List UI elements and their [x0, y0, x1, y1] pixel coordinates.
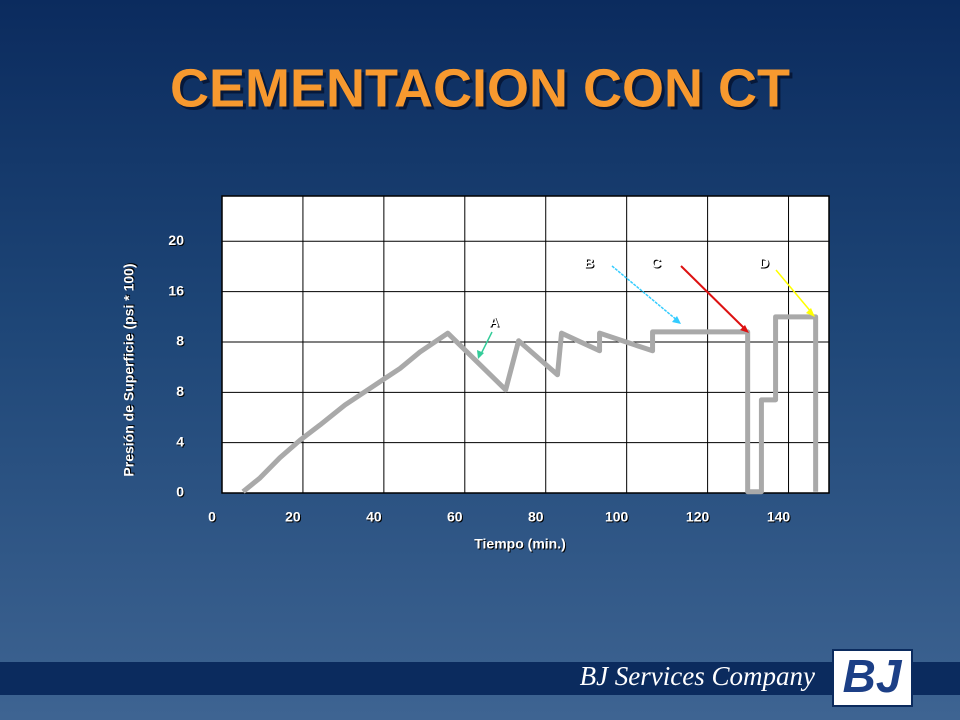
logo: BJ — [843, 650, 903, 702]
x-tick-label: 80 — [528, 509, 544, 525]
x-axis-label: Tiempo (min.) — [474, 536, 566, 552]
x-tick-label: 120 — [686, 509, 710, 525]
y-tick-label: 16 — [168, 282, 184, 298]
y-tick-label: 20 — [168, 232, 184, 248]
annotation: B — [584, 255, 594, 271]
y-tick-label: 8 — [176, 333, 184, 349]
annotation: D — [759, 255, 769, 271]
x-tick-label: 20 — [285, 509, 301, 525]
arrows — [477, 265, 815, 359]
x-tick-label: 0 — [208, 509, 216, 525]
data-line — [241, 314, 819, 495]
y-tick-label: 4 — [176, 433, 184, 449]
y-tick-label: 8 — [176, 383, 184, 399]
logo-box — [832, 649, 913, 707]
x-tick-label: 60 — [447, 509, 463, 525]
annotation: A — [489, 314, 499, 330]
footer-band — [0, 662, 960, 695]
y-axis-label: Presión de Superficie (psi * 100) — [121, 263, 137, 476]
title: CEMENTACION CON CT — [170, 58, 790, 118]
y-tick-label: 0 — [176, 484, 184, 500]
x-tick-label: 40 — [366, 509, 382, 525]
x-tick-label: 100 — [605, 509, 629, 525]
company: BJ Services Company — [580, 661, 815, 691]
annotation: C — [651, 255, 661, 271]
x-tick-label: 140 — [767, 509, 791, 525]
